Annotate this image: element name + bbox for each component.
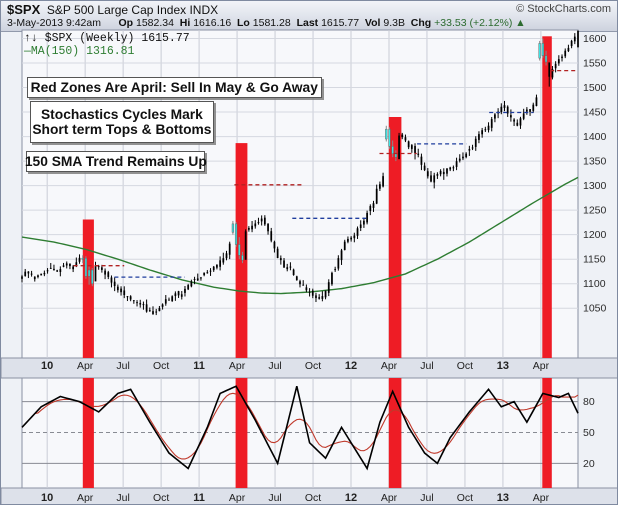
svg-text:Oct: Oct: [153, 360, 169, 372]
svg-text:Apr: Apr: [533, 492, 550, 504]
svg-text:80: 80: [583, 396, 595, 408]
svg-text:Jul: Jul: [420, 492, 433, 504]
svg-text:Jul: Jul: [116, 492, 129, 504]
svg-text:12: 12: [345, 492, 357, 504]
svg-text:Apr: Apr: [381, 492, 398, 504]
svg-text:10: 10: [41, 492, 53, 504]
svg-text:Apr: Apr: [381, 360, 398, 372]
svg-text:Apr: Apr: [77, 492, 94, 504]
svg-text:1250: 1250: [583, 205, 607, 217]
svg-text:1550: 1550: [583, 58, 607, 70]
svg-text:13: 13: [497, 360, 509, 372]
svg-text:Oct: Oct: [457, 492, 473, 504]
svg-text:1600: 1600: [583, 33, 607, 45]
svg-text:1050: 1050: [583, 303, 607, 315]
svg-text:Jul: Jul: [420, 360, 433, 372]
svg-text:12: 12: [345, 360, 357, 372]
svg-text:Apr: Apr: [533, 360, 550, 372]
svg-text:10: 10: [41, 360, 53, 372]
svg-text:1450: 1450: [583, 107, 607, 119]
svg-text:20: 20: [583, 458, 595, 470]
svg-text:13: 13: [497, 492, 509, 504]
svg-text:1300: 1300: [583, 180, 607, 192]
svg-text:Oct: Oct: [153, 492, 169, 504]
svg-text:1200: 1200: [583, 229, 607, 241]
svg-text:Apr: Apr: [77, 360, 94, 372]
svg-text:Apr: Apr: [229, 492, 246, 504]
svg-text:1500: 1500: [583, 82, 607, 94]
svg-text:1350: 1350: [583, 156, 607, 168]
svg-text:Jul: Jul: [268, 360, 281, 372]
svg-text:1100: 1100: [583, 278, 606, 290]
svg-text:Jul: Jul: [268, 492, 281, 504]
svg-text:11: 11: [193, 360, 205, 372]
svg-text:1400: 1400: [583, 131, 607, 143]
svg-text:Oct: Oct: [305, 492, 321, 504]
svg-text:Oct: Oct: [305, 360, 321, 372]
svg-text:50: 50: [583, 427, 595, 439]
svg-text:1150: 1150: [583, 254, 606, 266]
svg-text:Apr: Apr: [229, 360, 246, 372]
svg-text:Oct: Oct: [457, 360, 473, 372]
svg-text:11: 11: [193, 492, 205, 504]
svg-text:Jul: Jul: [116, 360, 129, 372]
